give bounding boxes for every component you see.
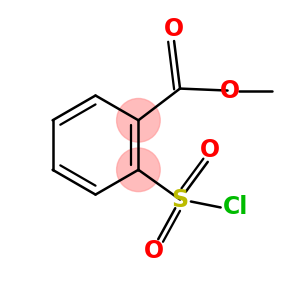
Text: O: O	[164, 17, 184, 41]
Text: Cl: Cl	[223, 196, 248, 220]
Text: S: S	[172, 188, 189, 212]
Text: O: O	[144, 239, 164, 263]
Circle shape	[117, 148, 160, 192]
Circle shape	[117, 98, 160, 142]
Text: O: O	[200, 138, 220, 162]
Text: O: O	[220, 79, 240, 103]
